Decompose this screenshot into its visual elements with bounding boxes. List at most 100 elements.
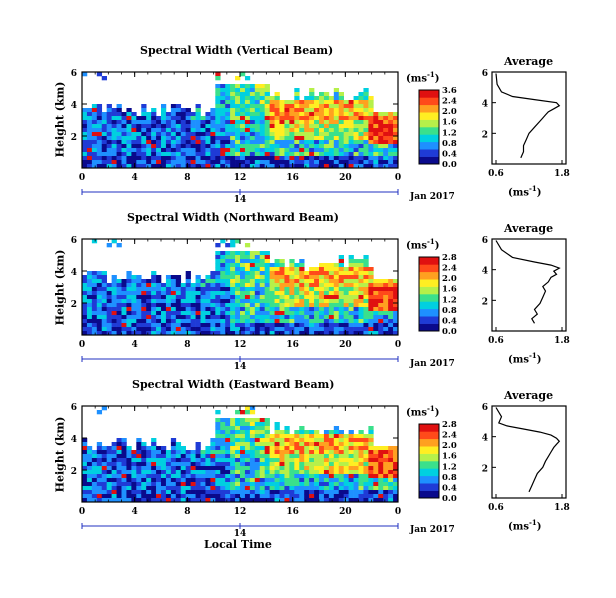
heatmap-cell bbox=[91, 307, 98, 312]
heatmap-cell bbox=[146, 482, 152, 487]
heatmap-cell bbox=[343, 299, 349, 304]
heatmap-cell bbox=[358, 494, 364, 499]
heatmap-cell bbox=[235, 430, 241, 435]
heatmap-cell bbox=[353, 140, 359, 145]
heatmap-cell bbox=[259, 96, 265, 101]
heatmap-cell bbox=[289, 144, 295, 149]
heatmap-cell bbox=[309, 454, 315, 459]
heatmap-cell bbox=[343, 319, 349, 324]
heatmap-cell bbox=[240, 255, 246, 260]
heatmap-cell bbox=[225, 84, 231, 89]
heatmap-cell bbox=[151, 295, 157, 300]
heatmap-cell bbox=[338, 108, 344, 113]
heatmap-cell bbox=[388, 116, 394, 121]
heatmap-cell bbox=[368, 144, 374, 149]
heatmap-cell bbox=[373, 136, 379, 141]
heatmap-cell bbox=[244, 299, 251, 304]
heatmap-cell bbox=[353, 458, 359, 463]
heatmap-cell bbox=[274, 490, 280, 495]
heatmap-cell bbox=[378, 128, 384, 133]
heatmap-cell bbox=[220, 438, 226, 443]
heatmap-cell bbox=[388, 140, 394, 145]
heatmap-cell bbox=[264, 279, 270, 284]
heatmap-cell bbox=[131, 490, 137, 495]
heatmap-cell bbox=[338, 474, 344, 479]
heatmap-cell bbox=[151, 315, 157, 320]
heatmap-cell bbox=[314, 438, 320, 443]
heatmap-cell bbox=[299, 291, 305, 296]
heatmap-cell bbox=[393, 148, 399, 153]
heatmap-cell bbox=[254, 84, 261, 89]
heatmap-cell bbox=[126, 303, 132, 308]
heatmap-cell bbox=[131, 319, 137, 324]
heatmap-cell bbox=[101, 295, 107, 300]
heatmap-cell bbox=[180, 307, 186, 312]
heatmap-cell bbox=[304, 462, 310, 467]
heatmap-cell bbox=[161, 323, 167, 328]
heatmap-cell bbox=[259, 287, 265, 292]
heatmap-cell bbox=[314, 291, 320, 296]
avg-y-tick-label: 4 bbox=[482, 100, 488, 110]
heatmap-cell bbox=[314, 319, 320, 324]
heatmap-cell bbox=[353, 96, 359, 101]
heatmap-cell bbox=[343, 108, 349, 113]
heatmap-cell bbox=[215, 323, 221, 328]
heatmap-cell bbox=[358, 327, 364, 332]
heatmap-cell bbox=[111, 470, 117, 475]
heatmap-cell bbox=[215, 243, 221, 248]
heatmap-cell bbox=[328, 494, 335, 499]
heatmap-cell bbox=[319, 490, 325, 495]
heatmap-cell bbox=[279, 291, 285, 296]
heatmap-cell bbox=[235, 136, 241, 141]
heatmap-cell bbox=[220, 303, 226, 308]
heatmap-cell bbox=[274, 486, 280, 491]
heatmap-cell bbox=[309, 442, 315, 447]
heatmap-cell bbox=[383, 450, 389, 455]
heatmap-cell bbox=[383, 148, 389, 153]
heatmap-cell bbox=[343, 124, 349, 129]
heatmap-cell bbox=[195, 164, 201, 169]
heatmap-cell bbox=[328, 438, 335, 443]
heatmap-cell bbox=[200, 470, 206, 475]
heatmap-cell bbox=[146, 148, 152, 153]
heatmap-cell bbox=[240, 88, 246, 93]
heatmap-cell bbox=[259, 327, 265, 332]
heatmap-cell bbox=[116, 160, 122, 165]
heatmap-cell bbox=[284, 426, 290, 431]
heatmap-cell bbox=[106, 160, 112, 165]
heatmap-cell bbox=[86, 307, 93, 312]
heatmap-cell bbox=[328, 498, 335, 503]
heatmap-cell bbox=[180, 120, 186, 125]
heatmap-cell bbox=[161, 331, 167, 336]
heatmap-cell bbox=[136, 494, 142, 499]
heatmap-cell bbox=[141, 136, 147, 141]
heatmap-cell bbox=[96, 112, 103, 117]
heatmap-cell bbox=[215, 422, 221, 427]
heatmap-cell bbox=[358, 303, 364, 308]
heatmap-cell bbox=[230, 259, 236, 264]
heatmap-cell bbox=[304, 311, 310, 316]
heatmap-cell bbox=[363, 116, 369, 121]
date-tick-label: 14 bbox=[234, 195, 247, 205]
heatmap-cell bbox=[314, 311, 320, 316]
panel-title-northward: Spectral Width (Northward Beam) bbox=[127, 211, 339, 224]
heatmap-cell bbox=[388, 315, 394, 320]
heatmap-cell bbox=[353, 104, 359, 109]
x-tick-label: 16 bbox=[286, 507, 299, 517]
heatmap-cell bbox=[185, 120, 191, 125]
heatmap-cell bbox=[244, 446, 251, 451]
heatmap-cell bbox=[294, 446, 300, 451]
heatmap-cell bbox=[200, 486, 206, 491]
heatmap-cell bbox=[195, 116, 201, 121]
heatmap-cell bbox=[274, 323, 280, 328]
heatmap-cell bbox=[358, 462, 364, 467]
heatmap-cell bbox=[230, 279, 236, 284]
heatmap-cell bbox=[264, 132, 270, 137]
heatmap-cell bbox=[289, 283, 295, 288]
heatmap-cell bbox=[156, 140, 162, 145]
heatmap-cell bbox=[210, 462, 216, 467]
heatmap-cell bbox=[363, 136, 369, 141]
heatmap-cell bbox=[319, 275, 325, 280]
heatmap-cell bbox=[333, 466, 340, 471]
heatmap-cell bbox=[235, 291, 241, 296]
